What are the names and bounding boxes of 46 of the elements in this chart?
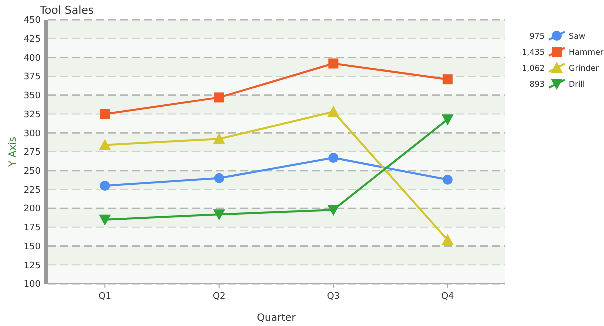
legend-label: Grinder bbox=[569, 64, 600, 73]
text: 975 bbox=[530, 32, 545, 41]
legend-label: Hammer bbox=[569, 48, 604, 57]
point bbox=[99, 139, 112, 150]
x-tick-label: Q3 bbox=[327, 292, 340, 302]
y-tick-label: 375 bbox=[24, 72, 41, 83]
x-tick-label: Q4 bbox=[441, 292, 455, 302]
y-tick-label: 125 bbox=[24, 261, 41, 272]
point bbox=[442, 74, 453, 85]
x-tick-label: Q1 bbox=[98, 292, 112, 302]
point bbox=[213, 133, 226, 144]
legend-label: Saw bbox=[569, 32, 586, 41]
point bbox=[100, 180, 110, 191]
y-tick-label: 175 bbox=[24, 224, 41, 234]
point bbox=[328, 153, 339, 164]
point bbox=[442, 234, 454, 246]
y-tick-label: 350 bbox=[24, 92, 42, 102]
point bbox=[328, 58, 339, 69]
y-tick-label: 450 bbox=[24, 16, 42, 26]
y-tick-label: 400 bbox=[24, 54, 42, 64]
y-tick-label: 275 bbox=[24, 148, 41, 158]
y-tick-label: 425 bbox=[24, 35, 41, 46]
y-tick-label: 325 bbox=[24, 110, 41, 120]
point bbox=[100, 109, 110, 120]
point bbox=[442, 174, 453, 185]
point bbox=[213, 210, 226, 221]
point bbox=[214, 92, 224, 103]
x-tick-label: Q2 bbox=[212, 292, 226, 302]
y-tick-label: 150 bbox=[24, 242, 42, 252]
x-axis-title: Quarter bbox=[257, 313, 297, 324]
text: 1,435 bbox=[522, 48, 545, 57]
y-tick-label: 225 bbox=[24, 186, 41, 196]
y-axis-title: Y Axis bbox=[8, 136, 19, 168]
point bbox=[214, 173, 224, 184]
point bbox=[442, 114, 454, 126]
point bbox=[328, 106, 340, 118]
legend-label: Drill bbox=[569, 80, 586, 89]
point bbox=[99, 214, 112, 226]
text: 893 bbox=[530, 80, 545, 89]
y-tick-label: 300 bbox=[24, 129, 42, 140]
y-tick-label: 250 bbox=[24, 167, 42, 178]
text: 1,062 bbox=[522, 64, 545, 73]
y-tick-label: 100 bbox=[24, 280, 42, 290]
point bbox=[328, 205, 340, 216]
y-tick-label: 200 bbox=[24, 204, 42, 215]
chart-title: Tool Sales bbox=[39, 4, 94, 17]
